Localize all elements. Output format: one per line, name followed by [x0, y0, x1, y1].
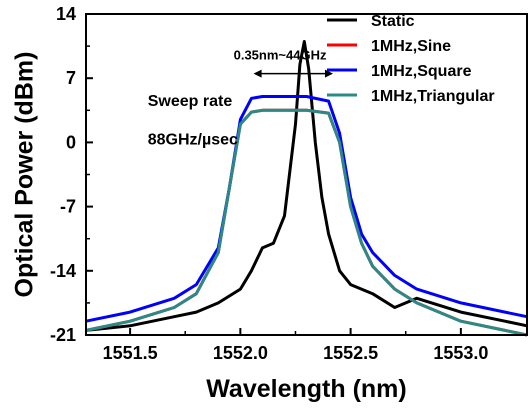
- y-tick-label: -21: [50, 325, 76, 345]
- sweep-rate-value: 88GHz/µsec: [148, 132, 238, 149]
- x-axis-title: Wavelength (nm): [206, 375, 406, 403]
- legend-label-static: Static: [371, 13, 415, 30]
- bandwidth-arrow-left-head: [253, 69, 262, 78]
- series-line-1mhz-triangular: [85, 108, 528, 337]
- y-axis-title: Optical Power (dBm): [11, 52, 39, 298]
- x-tick-label: 1552.0: [213, 343, 268, 363]
- series-group: [85, 40, 528, 337]
- legend-label-1mhz-square: 1MHz,Square: [371, 63, 472, 80]
- y-tick-label: 14: [56, 4, 76, 24]
- bandwidth-arrow-right-head: [324, 69, 333, 78]
- y-tick-label: 0: [66, 132, 76, 152]
- annotation-group: 0.35nm~44GHz Sweep rate 88GHz/µsec: [148, 47, 333, 149]
- legend-label-1mhz-triangular: 1MHz,Triangular: [371, 88, 495, 105]
- x-tick-label: 1552.5: [323, 343, 378, 363]
- y-tick-label: 7: [66, 68, 76, 88]
- plot-frame: [85, 13, 528, 336]
- legend: Static 1MHz,Sine 1MHz,Square 1MHz,Triangula…: [327, 13, 495, 105]
- y-tick-label: -14: [50, 261, 76, 281]
- y-tick-label: -7: [60, 197, 76, 217]
- series-line-1mhz-square: [85, 95, 528, 323]
- x-tick-label: 1553.0: [433, 343, 488, 363]
- bandwidth-annotation: 0.35nm~44GHz: [234, 47, 327, 62]
- legend-label-1mhz-sine: 1MHz,Sine: [371, 38, 451, 55]
- ticks-group: 1551.5 1552.0 1552.5 1553.0 -21 -14 -7 0 7 14: [50, 4, 517, 363]
- sweep-rate-label: Sweep rate: [148, 93, 233, 110]
- series-line-static: [85, 40, 528, 332]
- x-tick-label: 1551.5: [103, 343, 158, 363]
